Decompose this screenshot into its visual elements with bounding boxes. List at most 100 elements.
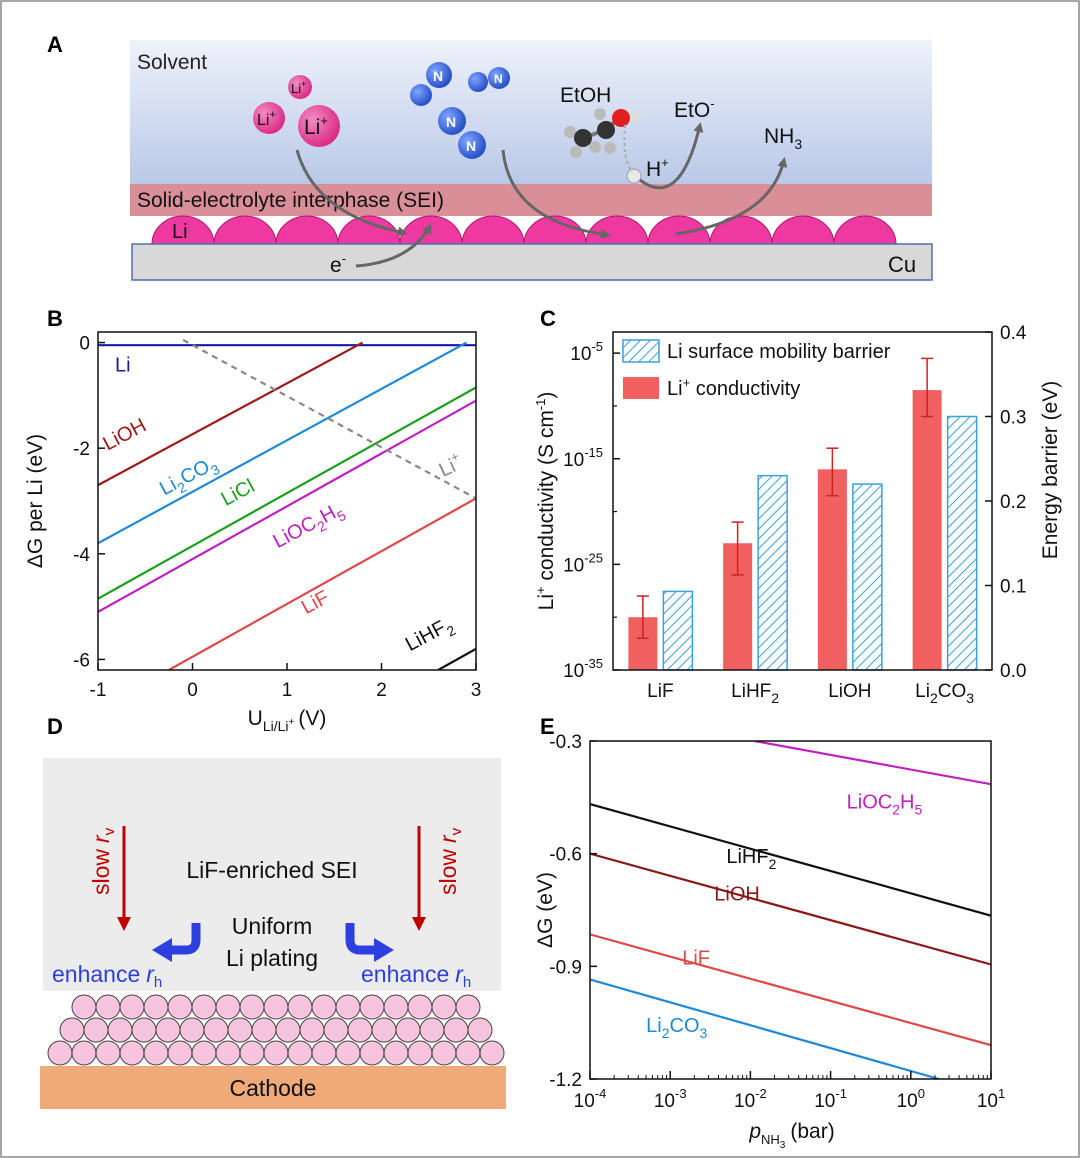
eto-arrow — [639, 122, 704, 190]
y-tick-label: -6 — [73, 650, 90, 671]
series-line-lioc2h5 — [754, 741, 991, 786]
panel-e-ylabel: ΔG (eV) — [534, 872, 557, 948]
li-ion-label: Li+ — [304, 113, 328, 139]
li-sphere — [311, 1040, 337, 1066]
category-label: Li2CO3 — [915, 681, 974, 706]
bar-conductivity-li2co3 — [912, 390, 942, 670]
li-sphere — [191, 1040, 217, 1066]
series-label-lif: LiF — [682, 947, 710, 969]
li-label: Li — [172, 221, 188, 243]
li-sphere — [311, 994, 337, 1020]
nh3-arrow — [675, 157, 788, 236]
sei-label: Solid-electrolyte interphase (SEI) — [137, 189, 444, 212]
li-sphere — [71, 994, 97, 1020]
series-line-lihf2 — [590, 803, 991, 917]
nitrogen-atom — [488, 67, 510, 89]
li-sphere — [263, 1040, 289, 1066]
panel-e-axes-frame — [589, 740, 992, 1080]
y-right-tick-label: 0.3 — [1000, 408, 1026, 429]
series-label-li-: Li+ — [434, 448, 466, 481]
panel-a: A Solvent Solid-electrolyte interphase (… — [47, 32, 933, 281]
series-line-li2co3 — [590, 978, 940, 1079]
li-ion — [288, 75, 312, 99]
li-sphere — [95, 1040, 121, 1066]
nitrogen-label: N — [466, 138, 476, 154]
enhance-rh-label-left: enhance rh — [52, 961, 162, 991]
series-label-li2co3: Li2CO3 — [646, 1015, 707, 1041]
li-ion — [298, 105, 340, 147]
nitrogen-label: N — [446, 114, 456, 130]
li-sphere — [167, 994, 193, 1020]
h-plus-label: H+ — [646, 155, 669, 181]
li-sphere — [299, 1017, 325, 1043]
x-tick-label: 10-4 — [574, 1086, 607, 1112]
li-sphere — [467, 1017, 493, 1043]
n2-arrow — [501, 149, 611, 240]
li-ion-label: Li+ — [291, 79, 306, 96]
panel-c-bars — [628, 357, 978, 671]
panel-letter-e: E — [540, 714, 555, 739]
li-sphere — [359, 994, 385, 1020]
panel-e-labels: LiOC2H5 LiHF2 LiOH LiF Li2CO3 — [646, 792, 922, 1041]
li-sphere — [263, 994, 289, 1020]
li-sphere — [71, 1040, 97, 1066]
panel-e-series — [590, 741, 991, 1079]
panel-letter-a: A — [47, 32, 63, 57]
li-dome — [151, 215, 215, 245]
electron-label: e- — [330, 251, 346, 277]
li-ions: Li+ Li+ Li+ — [253, 75, 340, 147]
li-sphere-stack — [47, 994, 505, 1066]
panel-c-ylabel-right: Energy barrier (eV) — [1039, 381, 1062, 560]
enhance-rh-label-right: enhance rh — [361, 961, 471, 991]
li-sphere — [107, 1017, 133, 1043]
y-right-tick-label: 0.1 — [1000, 577, 1026, 598]
series-line-li2co3 — [98, 341, 468, 545]
li-sphere — [383, 994, 409, 1020]
y-tick-label: -2 — [73, 439, 90, 460]
nh3-label: NH3 — [764, 125, 802, 152]
li-sphere — [239, 994, 265, 1020]
y-tick-label: -0.3 — [549, 732, 582, 753]
li-sphere — [47, 1040, 73, 1066]
li-sphere — [215, 1040, 241, 1066]
bar-barrier-lihf2 — [757, 474, 788, 671]
li-sphere — [431, 1040, 457, 1066]
panel-b-series — [98, 338, 476, 670]
li-dome — [647, 215, 711, 245]
li-sphere — [59, 1017, 85, 1043]
li-sphere — [119, 1040, 145, 1066]
legend-label-mobility: Li surface mobility barrier — [667, 341, 891, 363]
panel-e: E LiOC2H5 LiHF2 LiOH LiF Li2CO3 10-4 10-3 10-2… — [534, 714, 1005, 1151]
cathode-label: Cathode — [230, 1075, 317, 1101]
y-left-tick-label: 10-25 — [563, 550, 603, 576]
li-sphere — [407, 994, 433, 1020]
slow-rv-label-right: slowrv — [435, 827, 465, 895]
panel-e-xlabel: pNH3(bar) — [748, 1120, 834, 1151]
nitrogen-atom — [410, 84, 432, 106]
y-right-tick-label: 0.2 — [1000, 492, 1026, 513]
li-sphere — [359, 1040, 385, 1066]
x-tick-label: 10-3 — [654, 1086, 687, 1112]
nitrogen-label: N — [494, 72, 503, 86]
li-sphere — [119, 994, 145, 1020]
x-tick-label: 2 — [376, 680, 387, 701]
series-line-licl — [98, 386, 476, 600]
y-tick-label: -0.9 — [549, 957, 582, 978]
nitrogen-atom — [438, 107, 466, 135]
n2-molecules: N N N N — [410, 62, 510, 159]
panel-c: C LiF LiHF2 LiOH Li2CO3 10-5 10-15 10-25 10-35 0… — [533, 306, 1062, 706]
electron-arrow — [355, 223, 432, 268]
li-ion-label: Li+ — [257, 109, 276, 129]
panel-b-xlabel: ULi/Li+ (V) — [248, 707, 327, 734]
legend-swatch-mobility — [622, 339, 660, 363]
panel-b-ticks: -1 0 1 2 3 0 -2 -4 -6 — [73, 334, 481, 701]
li-sphere — [455, 1040, 481, 1066]
li-sphere — [347, 1017, 373, 1043]
li-sphere — [395, 1017, 421, 1043]
panel-e-ticks: 10-4 10-3 10-2 10-1 100 101 -0.3 -0.6 -0.9 -1.2 — [549, 732, 1005, 1112]
li-dome — [771, 215, 835, 245]
panel-c-ticks: LiF LiHF2 LiOH Li2CO3 10-5 10-15 10-25 10-35 0.0… — [563, 323, 1027, 706]
bar-barrier-li2co3 — [946, 415, 978, 671]
li-sphere — [155, 1017, 181, 1043]
series-label-lioh: LiOH — [714, 884, 760, 906]
